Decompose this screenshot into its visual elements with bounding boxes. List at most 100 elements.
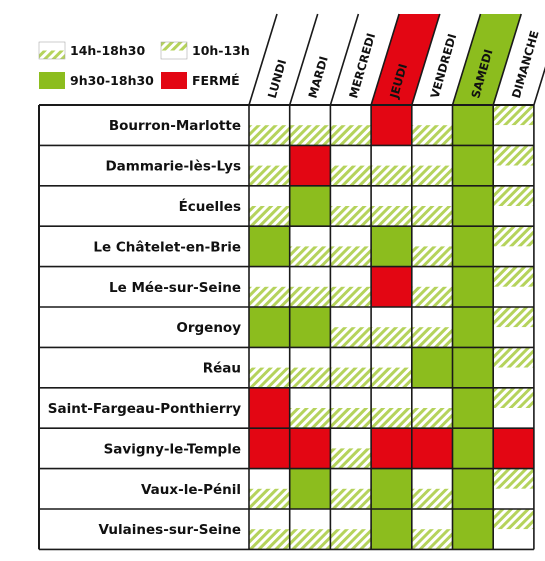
schedule-cell (371, 509, 412, 550)
grid-line (451, 13, 482, 106)
schedule-cell (371, 185, 412, 227)
town-name: Écuelles (179, 198, 241, 215)
schedule-cell (249, 307, 290, 348)
schedule-cell (330, 428, 372, 469)
schedule-cell (411, 266, 453, 307)
schedule-cell (452, 428, 494, 469)
schedule-cell (452, 105, 494, 146)
town-name: Orgenoy (176, 320, 241, 336)
schedule-cell (452, 387, 494, 429)
schedule-cell (289, 307, 331, 348)
schedule-cell (411, 145, 453, 186)
schedule-cell (249, 347, 290, 388)
legend-item: 10h-13h (160, 41, 250, 60)
day-label: MERCREDI (346, 31, 378, 99)
schedule-cell (289, 105, 331, 146)
legend-label: 14h-18h30 (70, 43, 145, 58)
schedule-cell (411, 468, 453, 509)
town-name: Bourron-Marlotte (109, 118, 241, 134)
town-name: Dammarie-lès-Lys (105, 159, 241, 175)
schedule-cell (289, 185, 331, 227)
grid-line (533, 66, 545, 106)
legend-item: 14h-18h30 (38, 41, 145, 60)
schedule-cell (452, 468, 494, 509)
schedule-cell (249, 387, 290, 429)
schedule-cell (289, 387, 331, 429)
day-label: MARDI (305, 55, 330, 100)
schedule-cell (330, 226, 372, 267)
town-name: Vaux-le-Pénil (141, 482, 241, 498)
schedule-cell (411, 509, 453, 550)
day-label: VENDREDI (428, 32, 460, 100)
schedule-cell (330, 145, 372, 186)
schedule-cell (452, 185, 494, 227)
schedule-cell (371, 428, 412, 469)
schedule-cell (249, 105, 290, 146)
schedule-cell (249, 226, 290, 267)
schedule-cell (411, 347, 453, 388)
day-header-fill (371, 14, 440, 105)
schedule-cell (493, 185, 534, 227)
schedule-cell (493, 145, 534, 186)
schedule-cell (330, 468, 372, 509)
schedule-cell (289, 266, 331, 307)
town-name: Savigny-le-Temple (104, 441, 241, 457)
schedule-cell (289, 509, 331, 550)
schedule-cell (371, 266, 412, 307)
schedule-cell (452, 266, 494, 307)
schedule-cell (493, 509, 534, 550)
schedule-cell (493, 428, 534, 469)
schedule-cell (371, 347, 412, 388)
schedule-cell (452, 347, 494, 388)
schedule-cell (493, 105, 534, 146)
grid-line (248, 13, 278, 106)
schedule-cell (249, 509, 290, 550)
schedule-cell (371, 387, 412, 429)
town-name: Le Mée-sur-Seine (109, 280, 241, 296)
schedule-cell (289, 428, 331, 469)
schedule-cell (452, 145, 494, 186)
schedule-cell (371, 145, 412, 186)
schedule-cell (249, 266, 290, 307)
schedule-cell (452, 509, 494, 550)
town-name: Vulaines-sur-Seine (98, 522, 241, 538)
grid-line (411, 13, 441, 106)
grid-line (370, 13, 400, 106)
day-label: LUNDI (265, 58, 289, 100)
town-name: Le Châtelet-en-Brie (93, 239, 241, 255)
schedule-cell (371, 105, 412, 146)
schedule-cell (330, 185, 372, 227)
legend-label: 9h30-18h30 (70, 73, 154, 88)
schedule-cell (289, 468, 331, 509)
schedule-cell (330, 105, 372, 146)
schedule-cell (411, 105, 453, 146)
schedule-cell (330, 266, 372, 307)
schedule-cell (493, 307, 534, 348)
schedule-cell (493, 266, 534, 307)
grid-line (492, 13, 522, 106)
schedule-cell (411, 428, 453, 469)
schedule-cell (493, 468, 534, 509)
schedule-cell (371, 226, 412, 267)
schedule-cell (452, 307, 494, 348)
schedule-cell (452, 226, 494, 267)
legend-swatch (39, 72, 65, 89)
schedule-cell (249, 428, 290, 469)
town-name: Réau (203, 361, 241, 377)
grid-line (329, 13, 360, 106)
day-header-fill (452, 14, 522, 105)
schedule-cell (289, 226, 331, 267)
grid-line (288, 13, 319, 106)
schedule-cell (411, 185, 453, 227)
legend-swatch (161, 72, 187, 89)
legend-item: FERMÉ (161, 72, 240, 89)
schedule-cell (249, 145, 290, 186)
schedule-cell (411, 307, 453, 348)
schedule-cell (493, 387, 534, 429)
schedule-cell (289, 145, 331, 186)
schedule-cell (411, 226, 453, 267)
schedule-cell (330, 509, 372, 550)
schedule-cell (249, 185, 290, 227)
